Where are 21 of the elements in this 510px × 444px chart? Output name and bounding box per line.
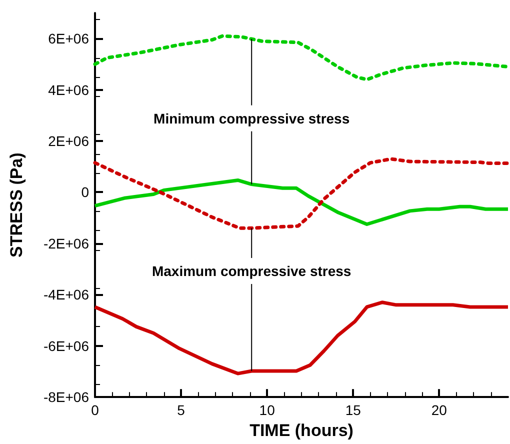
annotation: Maximum compressive stress xyxy=(152,262,352,279)
y-tick-label: -4E+06 xyxy=(43,286,90,303)
y-tick-label: 0 xyxy=(81,184,90,200)
y-tick-label: 4E+06 xyxy=(48,82,90,98)
y-tick-label: -8E+06 xyxy=(43,389,90,406)
y-tick-label: 2E+06 xyxy=(48,133,90,150)
x-tick-label: 15 xyxy=(345,402,362,418)
x-tick-label: 20 xyxy=(431,402,448,418)
y-axis-title: STRESS (Pa) xyxy=(7,152,26,258)
y-tick-label: -2E+06 xyxy=(43,235,90,252)
line-series xyxy=(93,34,510,82)
x-axis-title: TIME (hours) xyxy=(250,421,354,440)
y-tick-label: -6E+06 xyxy=(43,338,90,354)
x-tick-label: 5 xyxy=(177,402,186,418)
x-tick-label: 0 xyxy=(91,402,100,418)
line-series xyxy=(93,178,510,226)
line-series xyxy=(93,300,510,376)
y-tick-label: 6E+06 xyxy=(48,30,90,47)
x-tick-label: 10 xyxy=(259,402,276,418)
annotation: Minimum compressive stress xyxy=(154,110,350,126)
line-series xyxy=(93,157,510,230)
